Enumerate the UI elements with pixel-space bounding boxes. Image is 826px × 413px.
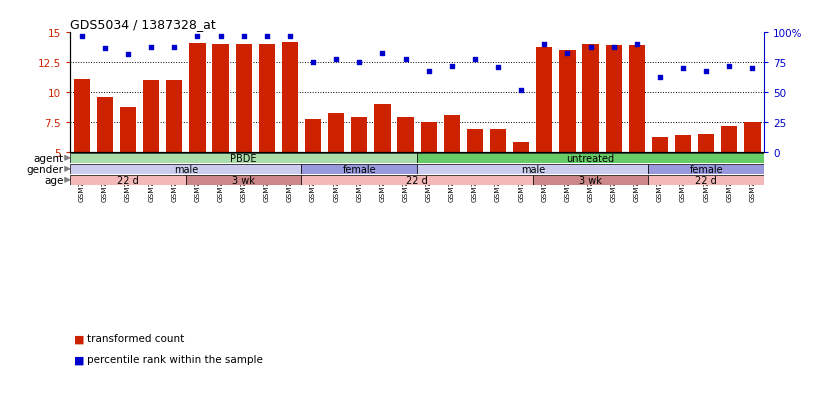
Bar	[212, 45, 229, 153]
Text: ■: ■	[74, 354, 85, 364]
Bar	[74, 80, 90, 153]
Point	[98, 45, 112, 52]
Text: 22 d: 22 d	[695, 176, 717, 185]
Point	[653, 74, 667, 81]
Bar	[97, 98, 113, 153]
Bar	[744, 123, 761, 153]
Bar	[559, 51, 576, 153]
Bar	[721, 126, 738, 153]
Point	[283, 33, 297, 40]
Text: PBDE: PBDE	[230, 154, 257, 164]
Text: 3 wk: 3 wk	[579, 176, 602, 185]
Text: 22 d: 22 d	[406, 176, 428, 185]
Bar	[259, 45, 275, 153]
Text: ■: ■	[74, 334, 85, 344]
Bar	[301, 175, 533, 185]
Text: 3 wk: 3 wk	[232, 176, 255, 185]
Bar	[648, 164, 764, 175]
Bar	[235, 45, 252, 153]
Point	[630, 42, 643, 48]
Point	[491, 64, 505, 71]
Bar	[444, 116, 460, 153]
Bar	[70, 164, 301, 175]
Bar	[629, 46, 645, 153]
Point	[168, 44, 181, 51]
Text: 22 d: 22 d	[117, 176, 139, 185]
Point	[237, 33, 250, 40]
Bar	[120, 107, 136, 153]
Point	[260, 33, 273, 40]
Bar	[698, 135, 714, 153]
Point	[723, 63, 736, 70]
Point	[700, 68, 713, 75]
Point	[746, 66, 759, 72]
Bar	[417, 164, 648, 175]
Point	[468, 56, 482, 63]
Text: transformed count: transformed count	[87, 334, 184, 344]
Bar	[166, 81, 183, 153]
Bar	[652, 138, 668, 153]
Text: male: male	[520, 164, 545, 174]
Bar	[70, 175, 186, 185]
Bar	[328, 114, 344, 153]
Text: untreated: untreated	[567, 154, 615, 164]
Point	[330, 56, 343, 63]
Bar	[417, 153, 764, 164]
Bar	[648, 175, 764, 185]
Bar	[582, 45, 599, 153]
Bar	[305, 119, 321, 153]
Bar	[536, 47, 553, 153]
Point	[145, 44, 158, 51]
Bar	[301, 164, 417, 175]
Text: age: age	[44, 176, 64, 185]
Point	[422, 68, 435, 75]
Point	[584, 44, 597, 51]
Text: agent: agent	[33, 154, 64, 164]
Point	[121, 51, 135, 58]
Text: female: female	[343, 164, 376, 174]
Bar	[143, 81, 159, 153]
Bar	[282, 43, 298, 153]
Bar	[397, 118, 414, 153]
Bar	[70, 153, 417, 164]
Point	[376, 50, 389, 57]
Point	[191, 33, 204, 40]
Bar	[490, 130, 506, 153]
Bar	[374, 105, 391, 153]
Point	[399, 56, 412, 63]
Point	[214, 33, 227, 40]
Point	[676, 66, 690, 72]
Point	[515, 87, 528, 94]
Bar	[351, 118, 368, 153]
Text: percentile rank within the sample: percentile rank within the sample	[87, 354, 263, 364]
Point	[607, 44, 620, 51]
Bar	[186, 175, 301, 185]
Bar	[513, 142, 529, 153]
Point	[353, 60, 366, 66]
Text: male: male	[173, 164, 198, 174]
Bar	[605, 46, 622, 153]
Text: GDS5034 / 1387328_at: GDS5034 / 1387328_at	[70, 17, 216, 31]
Point	[75, 33, 88, 40]
Bar	[189, 44, 206, 153]
Point	[538, 42, 551, 48]
Point	[445, 63, 458, 70]
Bar	[533, 175, 648, 185]
Bar	[467, 130, 483, 153]
Point	[561, 50, 574, 57]
Text: female: female	[690, 164, 723, 174]
Bar	[420, 123, 437, 153]
Point	[306, 60, 320, 66]
Text: gender: gender	[26, 164, 64, 174]
Bar	[675, 136, 691, 153]
